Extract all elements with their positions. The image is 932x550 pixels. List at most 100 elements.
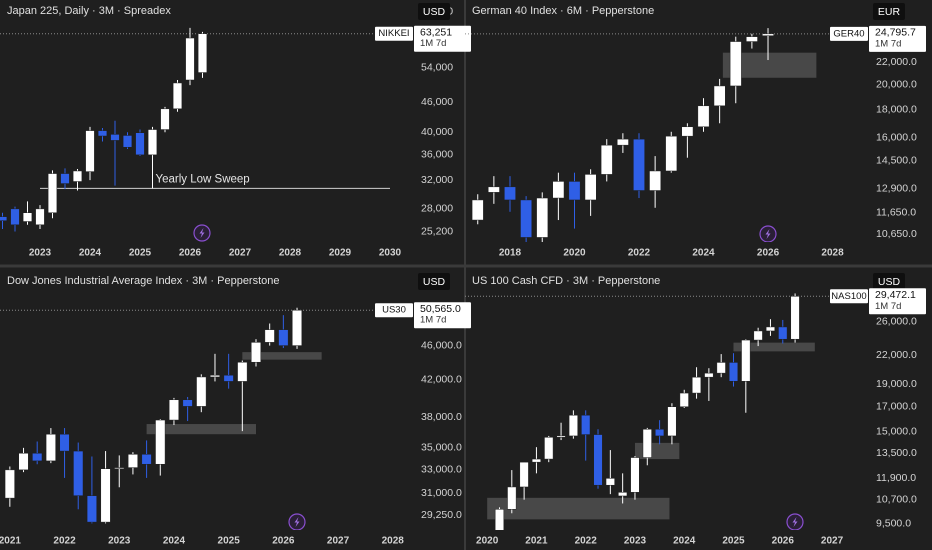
- candle-body: [630, 457, 640, 493]
- y-tick-label: 18,000.0: [876, 104, 917, 116]
- candle-body: [520, 199, 533, 238]
- plot-area: [465, 293, 868, 530]
- candle-body: [86, 495, 97, 523]
- x-tick-label: 2023: [108, 536, 131, 547]
- candle-body: [556, 435, 566, 438]
- plot-area: [465, 28, 868, 242]
- currency-box: [873, 273, 905, 290]
- candle-body: [35, 208, 45, 226]
- symbol-label: NAS100: [831, 291, 866, 302]
- countdown-label: 1M 7d: [420, 315, 446, 326]
- candle-body: [100, 468, 111, 523]
- y-tick-label: 22,000.0: [876, 56, 917, 68]
- price-tag: [869, 288, 926, 315]
- x-tick-label: 2024: [79, 248, 102, 259]
- candle-body: [196, 376, 207, 407]
- x-tick-label: 2020: [563, 248, 586, 259]
- x-tick-label: 2026: [272, 536, 295, 547]
- y-tick-label: 40,000: [421, 126, 453, 138]
- y-tick-label: 38,000.0: [421, 411, 462, 423]
- candle-body: [536, 197, 549, 238]
- symbol-label: GER40: [833, 28, 864, 39]
- x-tick-label: 2026: [772, 536, 795, 547]
- currency-box: [418, 273, 450, 290]
- candle-body: [47, 173, 58, 213]
- x-tick-label: 2028: [279, 248, 302, 259]
- candle-body: [691, 376, 702, 394]
- candle-body: [753, 330, 763, 341]
- candle-body: [616, 138, 629, 146]
- candle-body: [649, 170, 662, 191]
- y-tick-label: 46,000: [421, 96, 453, 108]
- x-tick-label: 2024: [692, 248, 715, 259]
- watermark: [294, 517, 300, 527]
- y-tick-label: 10,700.0: [876, 493, 917, 505]
- candle-body: [10, 208, 20, 226]
- candle-body: [728, 362, 739, 382]
- candle-body: [593, 434, 603, 486]
- symbol-tag: [830, 26, 868, 41]
- candle-body: [110, 134, 120, 141]
- candle-body: [487, 186, 500, 193]
- chart-panel: German 40 Index · 6M · Pepperstone 22,000…: [465, 3, 926, 259]
- x-tick-label: 2024: [163, 536, 186, 547]
- y-tick-label: 36,000: [421, 149, 453, 161]
- candle-body: [504, 186, 516, 201]
- y-tick-label: 28,000: [421, 203, 453, 215]
- x-tick-label: 2026: [179, 248, 202, 259]
- candle-body: [665, 135, 678, 172]
- x-tick-label: 2027: [229, 248, 252, 259]
- watermark: [199, 228, 205, 238]
- price-zone: [242, 352, 322, 360]
- candle-body: [278, 329, 289, 346]
- x-tick-label: 2018: [499, 248, 522, 259]
- candle-body: [97, 130, 108, 137]
- x-tick-label: 2024: [673, 536, 696, 547]
- y-tick-label: 42,000.0: [421, 373, 462, 385]
- symbol-tag: [830, 289, 868, 304]
- candle-body: [494, 509, 505, 530]
- symbol-tag: [375, 303, 413, 318]
- currency-label: USD: [423, 276, 446, 288]
- candle-body: [172, 82, 183, 110]
- x-tick-label: 2030: [379, 248, 402, 259]
- price-label: 24,795.7: [875, 27, 916, 39]
- chart-panel: Yearly Low Sweep Japan 225, Daily · 3M · …: [0, 3, 471, 259]
- candle-body: [544, 437, 554, 460]
- y-tick-label: 12,900.0: [876, 182, 917, 194]
- chart-title: Dow Jones Industrial Average Index · 3M …: [7, 275, 280, 287]
- candle-body: [584, 174, 597, 201]
- level-label: Yearly Low Sweep: [156, 173, 250, 185]
- price-zone: [634, 442, 680, 460]
- candle-body: [531, 458, 541, 463]
- chart-panel: US 100 Cash CFD · 3M · Pepperstone 26,000…: [465, 273, 926, 547]
- chart-panel: Dow Jones Industrial Average Index · 3M …: [0, 273, 471, 547]
- candle-body: [160, 108, 170, 130]
- plot-area: Yearly Low Sweep: [0, 27, 413, 242]
- candle-body: [209, 374, 221, 378]
- currency-label: USD: [423, 6, 446, 18]
- candle-body: [0, 216, 8, 221]
- x-tick-label: 2022: [628, 248, 651, 259]
- candle-body: [655, 428, 665, 437]
- x-tick-label: 2025: [722, 536, 745, 547]
- x-tick-label: 2025: [218, 536, 241, 547]
- candle-body: [778, 326, 788, 340]
- candle-body: [22, 212, 33, 222]
- candle-body: [667, 406, 677, 437]
- candle-body: [264, 329, 275, 343]
- x-tick-label: 2020: [476, 536, 499, 547]
- y-tick-label: 9,500.0: [876, 517, 911, 529]
- candle-body: [185, 37, 195, 81]
- candle-body: [73, 450, 84, 496]
- x-tick-label: 2028: [821, 248, 844, 259]
- y-tick-label: 31,000.0: [421, 487, 462, 499]
- y-tick-label: 29,250.0: [421, 509, 462, 521]
- y-tick-label: 25,200: [421, 225, 453, 237]
- y-tick-label: 54,000: [421, 61, 453, 73]
- candle-body: [182, 399, 193, 407]
- candle-body: [197, 33, 208, 73]
- countdown-label: 1M 7d: [875, 301, 901, 312]
- y-tick-label: 10,650.0: [876, 228, 917, 240]
- candle-body: [147, 129, 158, 156]
